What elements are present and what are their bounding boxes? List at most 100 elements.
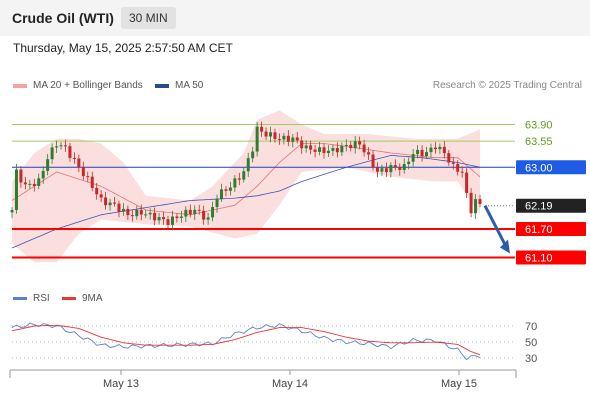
ma20-legend-swatch (13, 84, 27, 88)
candle-body (157, 217, 161, 221)
candle-body (108, 202, 112, 206)
candle-body (104, 197, 108, 206)
candle-body (442, 146, 446, 154)
candle-body (211, 207, 215, 218)
candle-body (219, 189, 223, 199)
x-tick-label: May 15 (441, 378, 477, 390)
candle-body (433, 147, 437, 150)
candle-body (81, 167, 85, 177)
rsi-tick-label: 30 (525, 353, 537, 365)
candle-body (425, 152, 429, 156)
candle-body (184, 209, 188, 217)
candle-body (326, 150, 330, 153)
candle-body (206, 217, 210, 220)
candle-body (202, 210, 206, 220)
candle-body (86, 176, 90, 178)
candle-body (407, 161, 411, 165)
candle-body (63, 145, 67, 147)
candle-body (99, 194, 103, 198)
bollinger-band (12, 110, 480, 263)
candle-body (416, 149, 420, 155)
candle-body (55, 146, 59, 148)
candle-body (335, 148, 339, 153)
level-label-63.55: 63.55 (525, 136, 553, 148)
candle-body (277, 139, 281, 141)
candle-body (113, 202, 117, 204)
candle-body (117, 203, 121, 212)
candle-body (269, 132, 273, 137)
candle-body (353, 141, 357, 149)
rsi-ma-legend-label: 9MA (82, 293, 103, 304)
candle-body (197, 209, 201, 211)
candle-body (393, 165, 397, 167)
candle-body (429, 147, 433, 153)
candle-body (358, 141, 362, 145)
x-tick-label: May 13 (103, 378, 139, 390)
candle-body (162, 217, 166, 220)
candle-body (456, 163, 460, 172)
candle-body (438, 146, 442, 150)
candle-body (478, 199, 482, 204)
candle-body (242, 171, 246, 180)
candle-body (367, 152, 371, 155)
candle-body (175, 216, 179, 219)
candle-body (384, 168, 388, 173)
x-tick-label: May 14 (272, 378, 308, 390)
candle-body (246, 158, 250, 172)
ma20-line (11, 143, 481, 216)
candle-body (188, 209, 192, 215)
rsi-legend-swatch (13, 297, 27, 300)
candle-body (37, 178, 41, 186)
candle-body (95, 188, 99, 195)
ma50-line (11, 154, 481, 249)
candle-body (286, 135, 290, 142)
candle-body (166, 219, 170, 225)
rsi-ma-legend-swatch (62, 297, 76, 300)
candle-body (130, 215, 134, 217)
candle-body (139, 209, 143, 215)
candle-body (28, 183, 32, 185)
projection-arrowhead (500, 239, 510, 254)
candle-body (41, 170, 45, 179)
level-tag-support (516, 222, 586, 236)
candle-body (46, 159, 50, 171)
candle-body (121, 208, 125, 212)
candle-body (224, 189, 228, 191)
candle-body (233, 178, 237, 188)
candle-body (313, 149, 317, 152)
timeframe-button[interactable]: 30 MIN (121, 7, 176, 29)
ma20-legend-label: MA 20 + Bollinger Bands (33, 80, 143, 91)
instrument-title: Crude Oil (WTI) (12, 10, 114, 26)
candle-body (153, 212, 157, 221)
candle-body (251, 151, 255, 159)
ma50-legend-label: MA 50 (175, 80, 204, 91)
candle-body (32, 183, 36, 186)
candle-body (322, 147, 326, 153)
rsi-legend-label: RSI (33, 293, 50, 304)
candle-body (465, 172, 469, 193)
rsi-line (11, 322, 481, 361)
candle-body (362, 144, 366, 153)
candle-body (193, 209, 197, 215)
candle-body (170, 216, 174, 225)
candle-body (398, 166, 402, 170)
candle-body (90, 176, 94, 189)
candle-body (389, 165, 393, 173)
candle-body (291, 137, 295, 142)
candle-body (148, 212, 152, 215)
candle-body (371, 154, 375, 168)
header-bar: Crude Oil (WTI) 30 MIN (0, 0, 590, 36)
candle-body (77, 158, 81, 168)
candle-body (420, 149, 424, 156)
level-tag-pivot (516, 160, 586, 175)
rsi-tick-label: 70 (525, 321, 537, 333)
level-label-61.70: 61.70 (525, 224, 553, 236)
candle-body (340, 145, 344, 153)
candle-body (228, 187, 232, 191)
candle-body (135, 209, 139, 217)
candle-body (411, 154, 415, 162)
candle-body (282, 135, 286, 140)
candle-body (126, 208, 130, 216)
candle-body (402, 164, 406, 170)
